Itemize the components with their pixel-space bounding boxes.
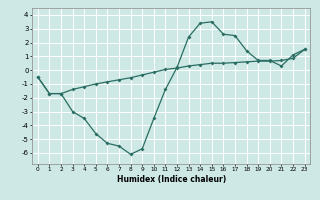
X-axis label: Humidex (Indice chaleur): Humidex (Indice chaleur) xyxy=(116,175,226,184)
